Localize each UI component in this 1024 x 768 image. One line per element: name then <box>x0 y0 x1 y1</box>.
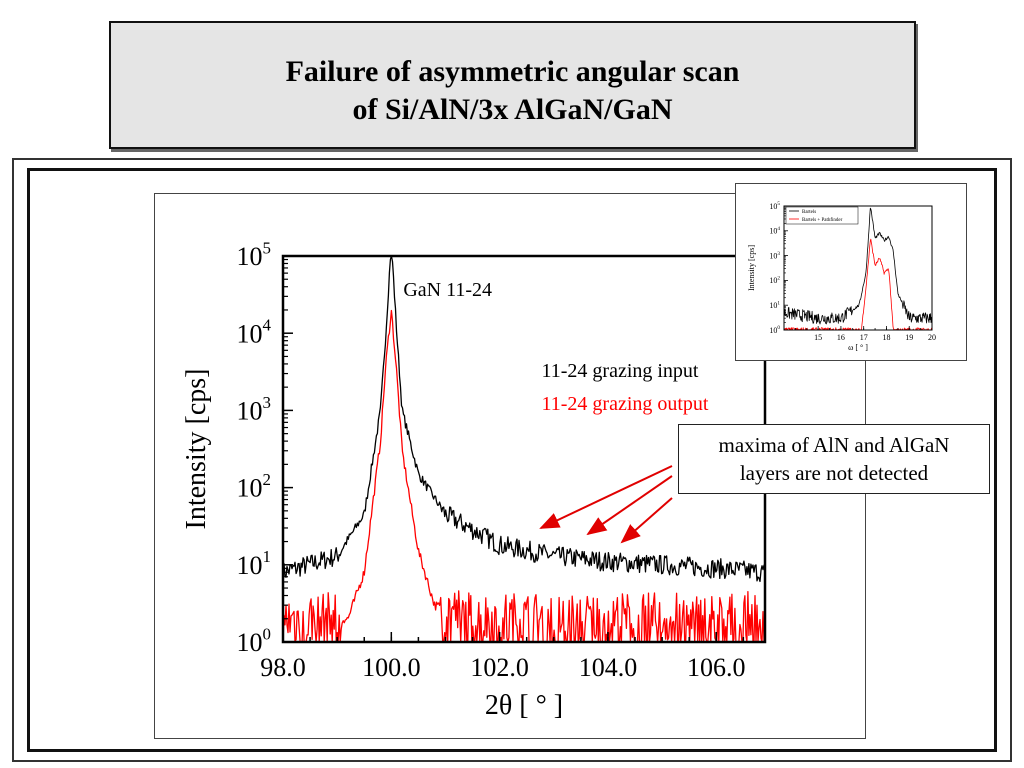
y-tick-label: 105 <box>769 201 780 211</box>
y-tick-label: 102 <box>769 276 780 286</box>
y-tick-exponent: 0 <box>263 624 271 643</box>
y-tick-exponent: 0 <box>777 325 780 331</box>
y-tick-exponent: 3 <box>263 393 271 412</box>
y-tick-label: 103 <box>237 393 271 426</box>
y-tick-base: 10 <box>769 276 777 285</box>
inset-chart-frame: 15 16 17 18 19 20 100 101 102 103 104 105 ω [ ° ] Int… <box>735 183 967 361</box>
y-tick-exponent: 1 <box>777 300 780 306</box>
figure-inner-frame <box>27 168 997 752</box>
x-tick-label: 100.0 <box>362 653 421 682</box>
y-tick-base: 10 <box>769 301 777 310</box>
inset-legend-entry-1: Bartels <box>802 210 816 215</box>
y-axis-label: Intensity [cps] <box>747 245 756 291</box>
y-tick-label: 100 <box>237 624 271 657</box>
y-tick-exponent: 5 <box>263 238 271 257</box>
y-tick-label: 101 <box>237 547 271 580</box>
y-tick-base: 10 <box>237 242 263 271</box>
y-tick-base: 10 <box>769 326 777 335</box>
y-tick-exponent: 2 <box>263 470 271 489</box>
x-tick-label: 18 <box>882 333 890 342</box>
figure-outer-frame <box>12 158 1012 762</box>
slide-title-line-1: Failure of asymmetric angular scan <box>285 55 740 88</box>
x-tick-label: 102.0 <box>470 653 529 682</box>
series-line-1 <box>783 207 933 325</box>
annotation-arrow <box>539 465 673 529</box>
legend-entry-output: 11-24 grazing output <box>541 393 708 415</box>
x-tick-label: 106.0 <box>687 653 746 682</box>
x-tick-label: 15 <box>814 333 822 342</box>
y-tick-label: 104 <box>769 226 780 236</box>
x-tick-label: 19 <box>905 333 913 342</box>
y-tick-exponent: 4 <box>263 316 272 335</box>
y-tick-label: 101 <box>769 300 780 310</box>
series-line-1 <box>282 255 766 583</box>
plot-area-frame <box>783 205 933 331</box>
slide-title-line-2: of Si/AlN/3x AlGaN/GaN <box>352 93 673 126</box>
x-tick-label: 98.0 <box>260 653 306 682</box>
y-tick-exponent: 2 <box>777 276 780 282</box>
y-tick-base: 10 <box>769 227 777 236</box>
y-tick-base: 10 <box>237 397 263 426</box>
y-tick-label: 105 <box>237 238 271 271</box>
y-tick-base: 10 <box>237 628 263 657</box>
inset-legend-entry-2: Bartels + Pathfinder <box>802 218 843 223</box>
y-tick-base: 10 <box>237 474 263 503</box>
x-tick-label: 20 <box>928 333 936 342</box>
annotation-arrow <box>586 475 673 536</box>
y-tick-base: 10 <box>769 251 777 260</box>
y-tick-exponent: 5 <box>777 201 780 207</box>
y-tick-label: 102 <box>237 470 271 503</box>
x-tick-label: 16 <box>837 333 845 342</box>
x-axis-label: ω [ ° ] <box>848 343 868 352</box>
y-tick-label: 104 <box>237 316 272 349</box>
annotation-arrow <box>620 497 673 544</box>
y-tick-label: 100 <box>769 325 780 335</box>
y-tick-exponent: 4 <box>777 226 780 232</box>
y-axis-label: Intensity [cps] <box>181 369 212 530</box>
inset-legend-box <box>785 206 859 225</box>
y-tick-base: 10 <box>237 319 263 348</box>
x-tick-label: 17 <box>860 333 868 342</box>
annotation-callout: maxima of AlN and AlGaN layers are not d… <box>678 424 990 494</box>
y-tick-base: 10 <box>769 202 777 211</box>
x-tick-label: 104.0 <box>579 653 638 682</box>
y-tick-exponent: 3 <box>777 251 780 257</box>
slide-title-box: Failure of asymmetric angular scan of Si… <box>109 21 916 149</box>
annotation-line-2: layers are not detected <box>739 461 929 485</box>
y-tick-label: 103 <box>769 251 780 261</box>
y-tick-exponent: 1 <box>263 547 271 566</box>
x-axis-label: 2θ [ ° ] <box>485 690 563 721</box>
peak-label: GaN 11-24 <box>403 279 492 301</box>
y-tick-base: 10 <box>237 551 263 580</box>
legend-entry-input: 11-24 grazing input <box>541 360 698 382</box>
annotation-line-1: maxima of AlN and AlGaN <box>718 433 950 457</box>
